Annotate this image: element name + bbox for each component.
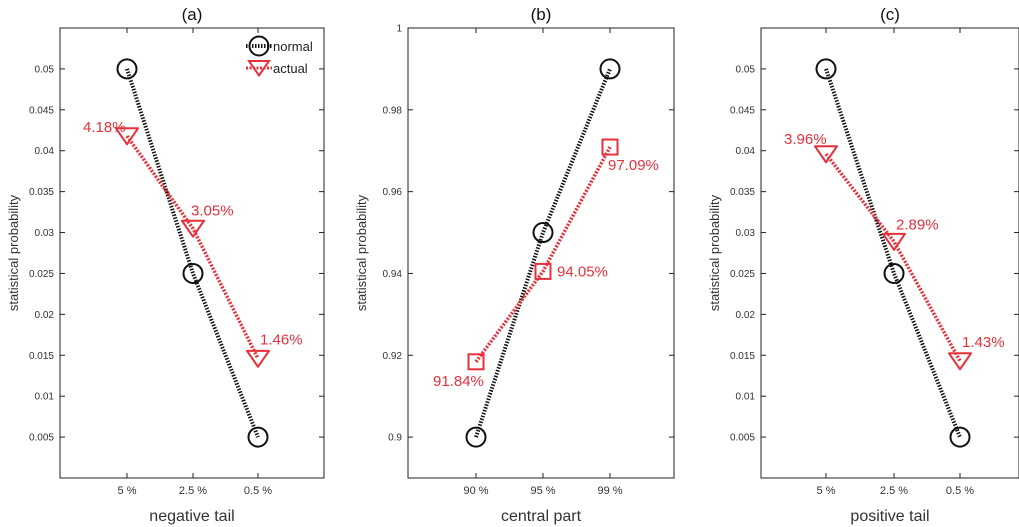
panel-1-actual-data-label: 91.84% (433, 373, 484, 390)
panel-0-actual-data-label: 1.46% (260, 332, 303, 349)
panel-2-actual-data-label: 1.43% (962, 334, 1005, 351)
panel-2-ytick-label: 0.035 (730, 187, 755, 198)
panel-2-normal-point-marker (949, 426, 971, 448)
panel-0-ytick-label: 0.035 (29, 187, 54, 198)
panel-0-ytick-label: 0.025 (29, 269, 54, 280)
panel-0-ytick-label: 0.03 (35, 228, 55, 239)
panel-2-actual-point-marker (814, 145, 838, 164)
panel-2-ytick-label: 0.005 (730, 433, 755, 444)
panel-0-xlabel: negative tail (149, 508, 234, 525)
panel-1-normal-point-marker (599, 58, 621, 80)
panel-2-series-actual-line (824, 152, 962, 362)
panel-1-xtick-label: 95 % (530, 485, 555, 497)
panel-0-ytick-label: 0.01 (35, 392, 55, 403)
panel-2-ytick-label: 0.05 (736, 64, 756, 75)
panel-1-xtick-label: 99 % (597, 485, 622, 497)
panel-1-ytick-label: 0.92 (383, 351, 403, 362)
panel-2-actual-point-marker (882, 232, 906, 251)
panel-0-actual-data-label: 4.18% (83, 119, 126, 136)
panel-2-ytick-label: 0.02 (736, 310, 756, 321)
panel-0-actual-point-marker (246, 349, 270, 368)
panel-0-xtick-label: 0.5 % (244, 485, 272, 497)
panel-2-actual-data-label: 2.89% (896, 217, 939, 234)
panel-0-axes-frame (59, 27, 325, 479)
panel-1-normal-point-marker (532, 222, 554, 244)
panel-2-actual-data-label: 3.96% (784, 131, 827, 148)
panel-0-legend-actual-marker (247, 60, 271, 78)
panel-0-normal-point-marker (247, 426, 269, 448)
panel-0-actual-point-marker (181, 219, 205, 238)
panel-1-actual-data-label: 94.05% (557, 263, 608, 280)
panel-0-series-actual-line (125, 134, 260, 360)
panel-0-normal-point-marker (116, 58, 138, 80)
panel-0-legend-normal-marker (248, 35, 270, 57)
panel-1-actual-point-marker (534, 262, 552, 280)
panel-2-title: (c) (880, 5, 900, 24)
panel-1-series-actual-line (474, 146, 612, 363)
panel-2-ytick-label: 0.045 (730, 105, 755, 116)
panel-2-normal-point-marker (883, 262, 905, 284)
panel-2-xtick-label: 0.5 % (946, 485, 974, 497)
panel-1-actual-point-marker (467, 353, 485, 371)
panel-0-ytick-label: 0.05 (35, 64, 55, 75)
panel-0-title: (a) (182, 5, 203, 24)
panel-0-actual-point-marker (115, 127, 139, 146)
panel-1-xlabel: central part (501, 508, 582, 525)
panel-1-actual-data-label: 97.09% (608, 157, 659, 174)
panel-2-ytick-label: 0.015 (730, 351, 755, 362)
panel-0-ytick-label: 0.015 (29, 351, 54, 362)
panel-0-actual-data-label: 3.05% (191, 202, 234, 219)
panel-0-ytick-label: 0.005 (29, 433, 54, 444)
panel-1-ytick-label: 0.98 (383, 105, 403, 116)
panel-0-series-normal-line (125, 68, 260, 438)
panel-0-xtick-label: 2.5 % (179, 485, 207, 497)
panel-0-xtick-label: 5 % (118, 485, 137, 497)
panel-0-legend-actual-label: actual (273, 61, 308, 76)
panel-1-title: (b) (531, 5, 552, 24)
panel-1-ytick-label: 0.96 (383, 187, 403, 198)
panel-2-ytick-label: 0.01 (736, 392, 756, 403)
panel-2-xlabel: positive tail (850, 508, 929, 525)
panel-2-ytick-label: 0.025 (730, 269, 755, 280)
panel-0-normal-point-marker (182, 262, 204, 284)
panel-1-normal-point-marker (465, 426, 487, 448)
panel-0-ytick-label: 0.02 (35, 310, 55, 321)
panel-1-series-normal-line (474, 68, 612, 438)
panel-0-ytick-label: 0.04 (35, 146, 55, 157)
panel-2-ytick-label: 0.03 (736, 228, 756, 239)
panel-0-ytick-label: 0.045 (29, 105, 54, 116)
panel-1-ytick-label: 1 (396, 24, 402, 35)
panel-1-xtick-label: 90 % (463, 485, 488, 497)
panel-0-ylabel: statistical probability (6, 194, 21, 311)
panel-1-ylabel: statistical probability (354, 194, 369, 311)
panel-2-normal-point-marker (815, 58, 837, 80)
panel-2-xtick-label: 5 % (817, 485, 836, 497)
panel-1-ytick-label: 0.94 (383, 269, 403, 280)
panel-2-axes-frame (760, 27, 1019, 479)
panel-1-actual-point-marker (601, 138, 619, 156)
panel-1-axes-frame (407, 27, 675, 479)
panel-2-actual-point-marker (948, 352, 972, 371)
panel-2-ylabel: statistical probability (707, 194, 722, 311)
panel-0-legend-normal-label: normal (273, 39, 313, 54)
panel-2-series-normal-line (824, 68, 962, 438)
panel-1-ytick-label: 0.9 (388, 433, 402, 444)
panel-2-ytick-label: 0.04 (736, 146, 756, 157)
panel-2-xtick-label: 2.5 % (880, 485, 908, 497)
